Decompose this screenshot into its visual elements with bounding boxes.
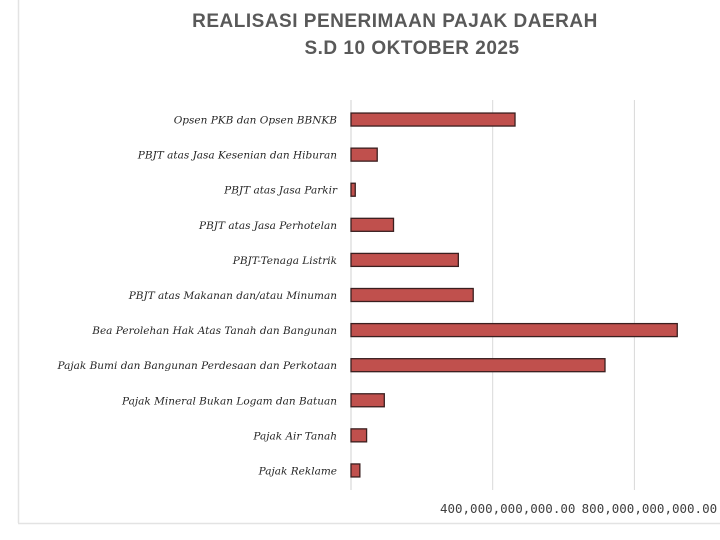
category-label: PBJT atas Jasa Perhotelan bbox=[198, 220, 337, 232]
bar bbox=[350, 147, 378, 162]
category-label: Pajak Mineral Bukan Logam dan Batuan bbox=[121, 395, 337, 407]
bar bbox=[350, 322, 678, 338]
bar bbox=[350, 252, 459, 268]
category-label: PBJT-Tenaga Listrik bbox=[232, 255, 337, 267]
bar bbox=[350, 217, 395, 232]
x-tick-label: 400,000,000,000.00 bbox=[440, 501, 575, 516]
bar bbox=[350, 182, 356, 197]
category-label: PBJT atas Jasa Parkir bbox=[223, 185, 338, 197]
category-label: Pajak Air Tanah bbox=[252, 430, 337, 442]
bar bbox=[350, 112, 516, 127]
bar bbox=[350, 463, 361, 478]
chart-title-line-1: REALISASI PENERIMAAN PAJAK DAERAH bbox=[192, 11, 598, 32]
bar bbox=[350, 358, 606, 373]
category-label: Opsen PKB dan Opsen BBNKB bbox=[174, 115, 338, 127]
category-label: Pajak Reklame bbox=[258, 465, 337, 477]
chart-title-line-2: S.D 10 OKTOBER 2025 bbox=[304, 38, 519, 59]
bar bbox=[350, 393, 385, 408]
category-label: PBJT atas Makanan dan/atau Minuman bbox=[128, 290, 338, 302]
x-tick-label: 800,000,000,000.00 bbox=[582, 501, 717, 516]
bar bbox=[350, 287, 474, 303]
category-label: Pajak Bumi dan Bangunan Perdesaan dan Pe… bbox=[57, 360, 338, 372]
bar bbox=[350, 428, 368, 443]
category-label: Bea Perolehan Hak Atas Tanah dan Banguna… bbox=[91, 325, 337, 337]
category-label: PBJT atas Jasa Kesenian dan Hiburan bbox=[137, 150, 337, 162]
